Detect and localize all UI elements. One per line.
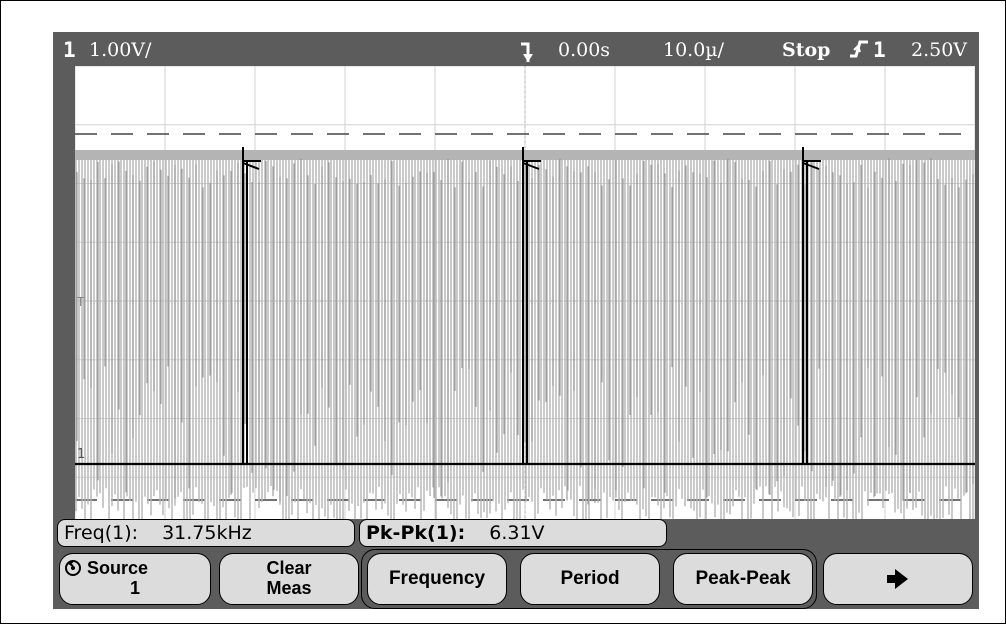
reference-dash-line	[75, 133, 975, 501]
frequency-button[interactable]: Frequency	[367, 553, 507, 605]
trace-edge-tail	[242, 162, 260, 170]
entry-knob-icon	[65, 560, 81, 576]
time-delay[interactable]: 0.00s	[558, 39, 611, 61]
peak-peak-measurement-value: 6.31V	[489, 522, 545, 544]
channel-1-trace	[75, 147, 975, 466]
rising-edge-icon	[848, 34, 870, 71]
frequency-measurement: Freq(1): 31.75kHz	[57, 519, 355, 547]
clear-meas-line2: Meas	[266, 578, 312, 598]
persistence-trace	[75, 150, 975, 531]
frequency-button-label: Frequency	[388, 568, 486, 589]
waveform-canvas: T 1	[75, 66, 975, 536]
clear-meas-button[interactable]: Clear Meas	[219, 553, 359, 605]
trigger-source[interactable]: 1	[873, 38, 886, 62]
channel-number[interactable]: 1	[63, 38, 76, 62]
waveform-graticule: T 1	[75, 66, 975, 536]
source-button-value: 1	[129, 578, 140, 598]
peak-peak-measurement-label: Pk-Pk(1):	[366, 522, 466, 544]
peak-peak-measurement: Pk-Pk(1): 6.31V	[359, 519, 667, 547]
status-bar: 1 1.00V/ 0.00s 10.0µ/ Stop 1 2.50V	[53, 32, 979, 67]
trigger-level-marker: T	[76, 295, 85, 309]
channel-scale[interactable]: 1.00V/	[89, 39, 152, 61]
period-button[interactable]: Period	[520, 553, 660, 605]
frequency-measurement-value: 31.75kHz	[162, 522, 252, 544]
time-scale[interactable]: 10.0µ/	[663, 39, 725, 61]
frequency-measurement-label: Freq(1):	[64, 522, 139, 544]
ground-marker: 1	[77, 447, 85, 462]
clear-meas-line1: Clear	[266, 558, 312, 578]
trace-edge-tail	[802, 162, 820, 170]
measurement-bar: Freq(1): 31.75kHz Pk-Pk(1): 6.31V	[53, 519, 979, 549]
trigger-position-icon	[517, 34, 539, 71]
source-button-label: Source	[87, 558, 149, 578]
trigger-level[interactable]: 2.50V	[911, 39, 968, 61]
peak-peak-button[interactable]: Peak-Peak	[673, 553, 813, 605]
source-button[interactable]: Source 1	[59, 553, 211, 605]
right-arrow-icon	[887, 569, 908, 589]
trace-edge-tail	[522, 162, 540, 170]
period-button-label: Period	[560, 568, 620, 589]
persistence-top-band	[75, 150, 975, 160]
more-button[interactable]	[823, 553, 973, 605]
persistence-dense-strokes	[76, 158, 974, 505]
run-state-status: Stop	[782, 39, 831, 61]
measurement-group-box	[361, 549, 817, 609]
peak-peak-button-label: Peak-Peak	[695, 568, 791, 589]
softkey-bar: Source 1 Clear Meas Frequency Period Pea…	[53, 547, 979, 609]
oscilloscope-display: 1 1.00V/ 0.00s 10.0µ/ Stop 1 2.50V T 1	[53, 32, 979, 609]
